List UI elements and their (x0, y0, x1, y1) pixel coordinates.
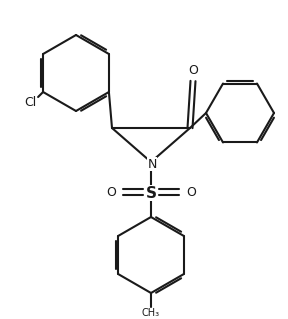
Text: O: O (188, 64, 198, 78)
Text: O: O (106, 186, 116, 198)
Text: Cl: Cl (24, 95, 36, 108)
Text: O: O (186, 186, 196, 198)
Text: N: N (147, 158, 157, 170)
Text: CH₃: CH₃ (142, 308, 160, 318)
Text: S: S (145, 186, 156, 201)
